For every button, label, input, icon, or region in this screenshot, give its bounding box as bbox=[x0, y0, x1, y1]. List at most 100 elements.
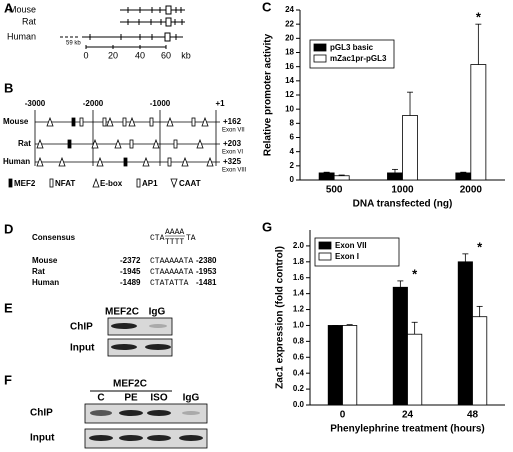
legend-label: CAAT bbox=[179, 179, 201, 188]
panel-label: A bbox=[4, 0, 14, 15]
row-label: ChIP bbox=[70, 322, 93, 333]
y-tick-label: 6 bbox=[290, 133, 295, 142]
annotation: * bbox=[476, 10, 482, 25]
panel-label: B bbox=[4, 80, 13, 95]
scale-label: 60 bbox=[161, 50, 171, 60]
bar bbox=[407, 333, 423, 406]
sequence: CTAAAAATA bbox=[150, 257, 193, 266]
y-tick-label: 18 bbox=[285, 48, 294, 57]
x-axis-title: DNA transfected (ng) bbox=[353, 199, 453, 210]
y-tick-label: 20 bbox=[285, 33, 294, 42]
legend-label: pGL3 basic bbox=[330, 43, 374, 52]
lane-label: PE bbox=[124, 393, 138, 404]
species-label: Mouse bbox=[3, 117, 29, 126]
row-label: Input bbox=[30, 433, 55, 444]
bar bbox=[470, 64, 487, 181]
motif: TTTT bbox=[165, 238, 184, 247]
blot bbox=[84, 403, 208, 449]
start-position: -1945 bbox=[120, 267, 141, 276]
y-tick-label: 1.4 bbox=[293, 289, 305, 298]
lane-label: MEF2C bbox=[105, 307, 139, 318]
legend-label: Exon VII bbox=[335, 241, 367, 250]
lane-label: IgG bbox=[183, 393, 200, 404]
end-position: -2380 bbox=[196, 256, 217, 265]
y-tick-label: 0.4 bbox=[293, 368, 305, 377]
y-tick-label: 0.6 bbox=[293, 352, 305, 361]
lane-label: IgG bbox=[149, 307, 166, 318]
legend-box bbox=[314, 237, 400, 267]
gene-map bbox=[60, 5, 185, 49]
species-label: Human bbox=[7, 31, 36, 41]
y-tick-label: 8 bbox=[290, 118, 295, 127]
promoter-map bbox=[8, 110, 220, 189]
legend-swatch bbox=[318, 252, 332, 261]
bar bbox=[318, 172, 335, 181]
y-tick-label: 0 bbox=[290, 175, 295, 184]
scale-label: -1000 bbox=[150, 99, 171, 108]
legend-swatch bbox=[318, 241, 332, 250]
row-label: ChIP bbox=[30, 408, 53, 419]
motif: AAAA bbox=[165, 228, 184, 237]
legend-label: MEF2 bbox=[14, 179, 36, 188]
y-tick-label: 16 bbox=[285, 62, 294, 71]
bar bbox=[333, 175, 350, 181]
start-position: -1489 bbox=[120, 278, 141, 287]
panel-label: E bbox=[4, 300, 13, 315]
annotation: * bbox=[477, 239, 483, 254]
scale-unit: kb bbox=[181, 50, 191, 60]
species-label: Human bbox=[3, 157, 30, 166]
y-tick-label: 2.0 bbox=[293, 241, 305, 250]
legend-label: mZac1pr-pGL3 bbox=[330, 54, 387, 63]
species-label: Rat bbox=[32, 267, 45, 276]
end-position: +162 bbox=[223, 117, 242, 126]
x-tick-label: 48 bbox=[467, 410, 479, 421]
panel-label: F bbox=[4, 372, 12, 387]
y-tick-label: 0.2 bbox=[293, 384, 305, 393]
species-label: Rat bbox=[22, 16, 37, 26]
y-tick-label: 0.0 bbox=[293, 400, 305, 409]
panel-label: D bbox=[4, 221, 13, 236]
legend-label: NFAT bbox=[55, 179, 75, 188]
motif: CTA bbox=[150, 234, 165, 243]
sequence: CTAAAAATA bbox=[150, 268, 193, 277]
species-label: Rat bbox=[18, 139, 31, 148]
bar bbox=[457, 261, 473, 406]
y-tick-label: 1.0 bbox=[293, 321, 305, 330]
bar bbox=[342, 325, 358, 406]
legend-swatch bbox=[313, 43, 327, 52]
y-tick-label: 24 bbox=[285, 5, 294, 14]
scale-label: -2000 bbox=[83, 99, 104, 108]
x-tick-label: 24 bbox=[402, 410, 414, 421]
annotation: * bbox=[412, 266, 418, 281]
legend-swatch bbox=[313, 54, 327, 63]
bar bbox=[327, 325, 343, 406]
y-tick-label: 4 bbox=[290, 147, 295, 156]
end-position: -1481 bbox=[196, 278, 217, 287]
scale-label: 0 bbox=[83, 50, 88, 60]
x-tick-label: 2000 bbox=[460, 185, 483, 196]
species-label: Human bbox=[32, 278, 59, 287]
bar bbox=[392, 286, 408, 406]
y-tick-label: 1.2 bbox=[293, 305, 305, 314]
exon-label: Exon VIII bbox=[222, 168, 247, 174]
legend-label: AP1 bbox=[142, 179, 158, 188]
end-position: -1953 bbox=[196, 267, 217, 276]
scale-label: -3000 bbox=[25, 99, 46, 108]
panel-label: C bbox=[262, 0, 272, 14]
legend-label: Exon I bbox=[335, 252, 359, 261]
lane-label: C bbox=[97, 393, 104, 404]
y-tick-label: 0.8 bbox=[293, 336, 305, 345]
scale-label: 20 bbox=[108, 50, 118, 60]
legend-label: E-box bbox=[100, 179, 123, 188]
y-tick-label: 1.6 bbox=[293, 273, 305, 282]
bar bbox=[387, 172, 403, 181]
x-tick-label: 1000 bbox=[391, 185, 414, 196]
x-tick-label: 0 bbox=[340, 410, 346, 421]
blot bbox=[107, 317, 173, 357]
sequence: CTATATTA bbox=[150, 279, 189, 288]
y-tick-label: 22 bbox=[285, 19, 294, 28]
group-label: MEF2C bbox=[113, 379, 147, 390]
y-tick-label: 10 bbox=[285, 104, 294, 113]
bar bbox=[472, 316, 488, 406]
y-tick-label: 14 bbox=[285, 76, 294, 85]
